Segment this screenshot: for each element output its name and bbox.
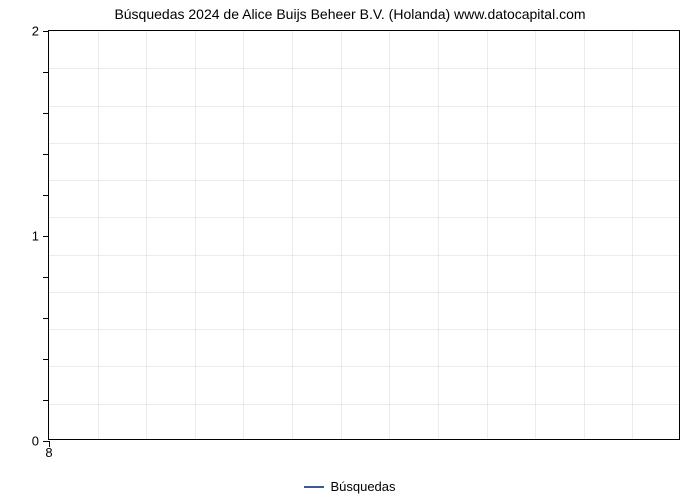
grid-line-horizontal <box>49 366 679 367</box>
grid-line-vertical <box>535 31 536 439</box>
legend-item: Búsquedas <box>304 479 395 494</box>
x-axis-label: 8 <box>45 445 52 460</box>
y-axis-label: 0 <box>32 434 39 449</box>
chart-container: Búsquedas 2024 de Alice Buijs Beheer B.V… <box>0 0 700 500</box>
grid-line-horizontal <box>49 106 679 107</box>
grid-line-horizontal <box>49 217 679 218</box>
grid-line-horizontal <box>49 329 679 330</box>
grid-line-vertical <box>146 31 147 439</box>
grid-line-vertical <box>243 31 244 439</box>
grid-line-vertical <box>487 31 488 439</box>
grid-line-vertical <box>292 31 293 439</box>
grid-line-horizontal <box>49 292 679 293</box>
y-axis-minor-tick <box>43 113 49 114</box>
grid-line-vertical <box>438 31 439 439</box>
legend-label: Búsquedas <box>330 479 395 494</box>
grid-line-vertical <box>195 31 196 439</box>
plot-area: 0128 <box>48 30 680 440</box>
grid-line-horizontal <box>49 68 679 69</box>
grid-line-vertical <box>584 31 585 439</box>
grid-line-horizontal <box>49 180 679 181</box>
grid-line-horizontal <box>49 255 679 256</box>
grid-line-vertical <box>632 31 633 439</box>
grid-line-vertical <box>389 31 390 439</box>
y-axis-minor-tick <box>43 400 49 401</box>
y-axis-minor-tick <box>43 277 49 278</box>
chart-title: Búsquedas 2024 de Alice Buijs Beheer B.V… <box>0 6 700 22</box>
grid-line-horizontal <box>49 143 679 144</box>
y-axis-minor-tick <box>43 359 49 360</box>
y-axis-tick <box>43 236 49 237</box>
grid-line-vertical <box>341 31 342 439</box>
y-axis-minor-tick <box>43 72 49 73</box>
y-axis-minor-tick <box>43 195 49 196</box>
grid-line-horizontal <box>49 404 679 405</box>
y-axis-minor-tick <box>43 318 49 319</box>
y-axis-tick <box>43 31 49 32</box>
legend: Búsquedas <box>0 475 700 495</box>
y-axis-label: 2 <box>32 24 39 39</box>
grid-line-vertical <box>98 31 99 439</box>
legend-swatch <box>304 486 324 488</box>
y-axis-label: 1 <box>32 229 39 244</box>
y-axis-minor-tick <box>43 154 49 155</box>
